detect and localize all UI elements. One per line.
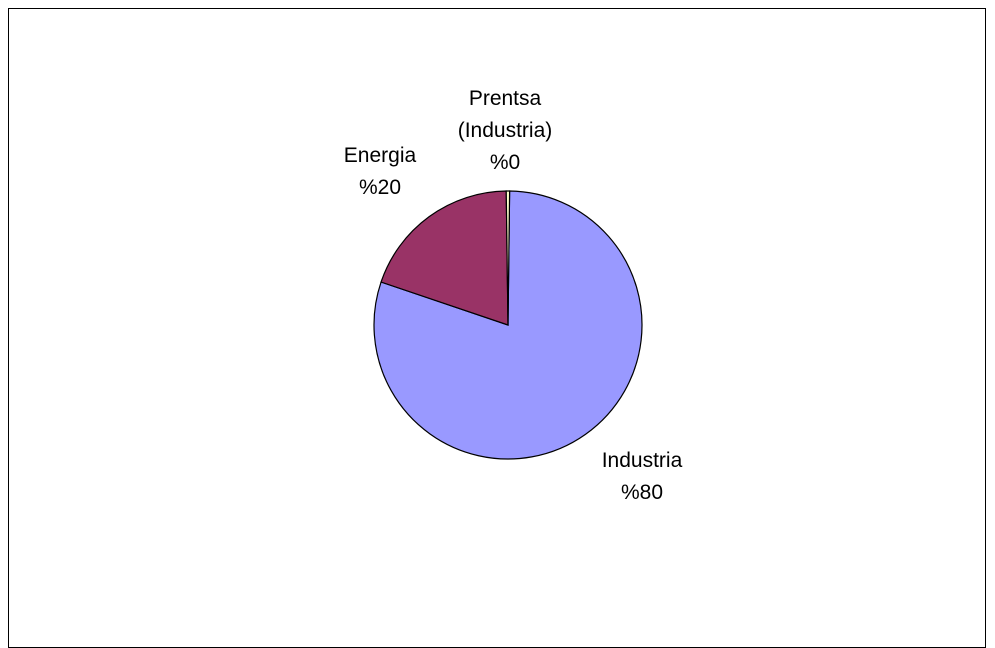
pie-slices [373,190,643,460]
chart-area: Industria %80 Energia %20 Prentsa (Industria)… [8,8,986,648]
slice-label-energia: Energia %20 [344,144,417,199]
pie-slice-prentsa-industria [505,190,511,326]
pie-slice-energia [380,190,509,326]
pie-labels: Industria %80 Energia %20 Prentsa (Industria)… [344,87,683,504]
slice-label-prentsa-industria: Prentsa (Industria) %0 [458,87,553,174]
pie-chart: Industria %80 Energia %20 Prentsa (Industria)… [344,87,683,504]
slice-label-industria: Industria %80 [602,449,683,504]
